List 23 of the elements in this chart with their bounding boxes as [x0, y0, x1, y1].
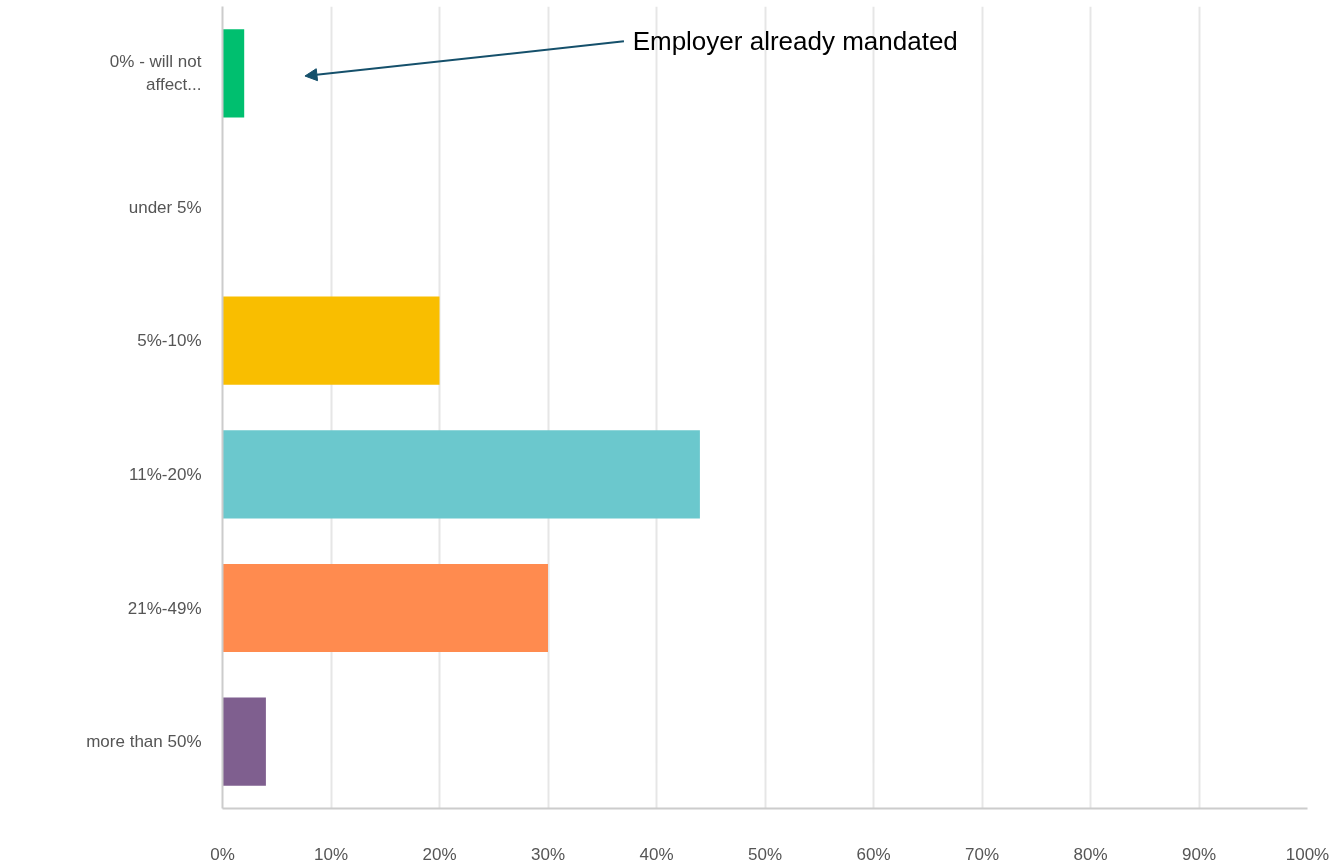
- x-tick-label: 70%: [964, 844, 1000, 864]
- x-tick-label: 90%: [1181, 844, 1217, 864]
- x-tick-label: 100%: [1285, 844, 1330, 864]
- x-tick-label: 60%: [856, 844, 891, 864]
- y-tick-label: more than 50%: [86, 732, 202, 752]
- x-tick-label: 40%: [639, 844, 674, 864]
- bar: [222, 697, 266, 786]
- annotation: Employer already mandated: [632, 26, 958, 57]
- y-tick-label: under 5%: [128, 197, 202, 217]
- y-tick-label: 21%-49%: [127, 598, 202, 618]
- x-tick-label: 20%: [422, 844, 457, 864]
- x-tick-label: 30%: [530, 844, 566, 864]
- y-tick-label: 5%-10%: [137, 331, 202, 351]
- bar: [222, 563, 548, 653]
- x-tick-label: 0%: [210, 844, 235, 864]
- x-tick-label: 80%: [1073, 844, 1108, 864]
- x-tick-label: 50%: [747, 844, 783, 864]
- bar: [222, 430, 700, 519]
- y-tick-label: 0% - will not affect...: [109, 52, 202, 95]
- y-tick-label: 11%-20%: [129, 464, 202, 484]
- bar: [222, 296, 440, 385]
- bar: [222, 29, 245, 118]
- x-tick-label: 10%: [313, 844, 349, 864]
